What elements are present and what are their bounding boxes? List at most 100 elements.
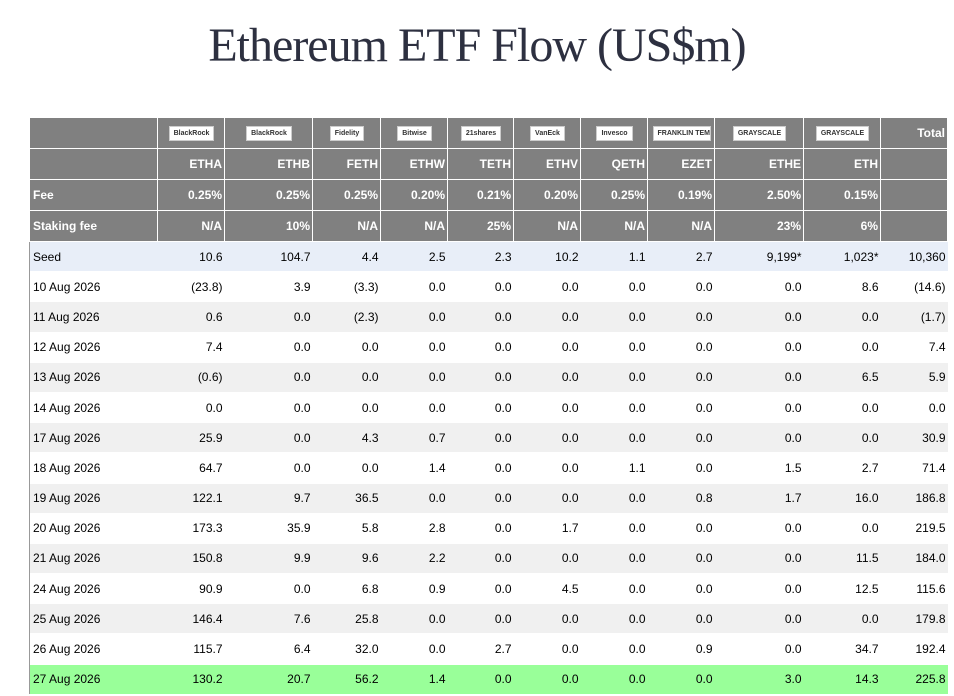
flow-cell: 25.8 xyxy=(312,603,381,634)
flow-cell: 0.0 xyxy=(447,482,514,514)
flow-cell: 219.5 xyxy=(880,512,948,544)
header-cell: Fee xyxy=(29,179,158,211)
flow-cell: 56.2 xyxy=(312,663,381,694)
header-cell: N/A xyxy=(380,210,448,242)
flow-cell: 0.0 xyxy=(312,361,381,393)
flow-cell: 0.0 xyxy=(580,512,648,544)
flow-cell: 0.0 xyxy=(447,301,514,333)
flow-cell: 0.0 xyxy=(447,542,514,574)
header-cell xyxy=(29,117,158,149)
flow-cell: 0.0 xyxy=(580,361,648,393)
header-cell: TETH xyxy=(447,148,514,180)
flow-cell: 4.4 xyxy=(312,240,381,272)
flow-cell: 16.0 xyxy=(803,482,881,514)
flow-cell: 0.0 xyxy=(224,331,313,363)
flow-cell: 184.0 xyxy=(880,542,948,574)
data-row: 18 Aug 2026 64.7 0.0 0.0 1.4 0.0 0.0 1.1 0.0 1.5 2… xyxy=(29,452,948,483)
header-row: BlackRock BlackRock Fidelity Bitwise 21share… xyxy=(29,117,948,149)
flow-cell: 0.0 xyxy=(647,301,715,333)
flow-cell: 179.8 xyxy=(880,603,948,634)
flow-cell: 0.0 xyxy=(647,512,715,544)
flow-cell: 0.0 xyxy=(580,422,648,453)
header-cell xyxy=(880,210,948,242)
flow-cell: 71.4 xyxy=(880,452,948,483)
flow-cell: 0.0 xyxy=(580,391,648,423)
flow-cell: 0.0 xyxy=(803,331,881,363)
flow-cell: 0.0 xyxy=(647,271,715,302)
flow-cell: 0.0 xyxy=(312,331,381,363)
header-cell xyxy=(880,148,948,180)
flow-cell: 0.0 xyxy=(513,331,581,363)
header-cell: ETHV xyxy=(513,148,581,180)
flow-cell: 2.7 xyxy=(803,452,881,483)
flow-cell: 6.5 xyxy=(803,361,881,393)
header-cell: 0.25% xyxy=(312,179,381,211)
flow-cell: 0.0 xyxy=(647,603,715,634)
flow-cell: 0.0 xyxy=(803,603,881,634)
flow-cell: 0.0 xyxy=(647,573,715,604)
flow-cell: 0.0 xyxy=(513,663,581,694)
flow-cell: 1.4 xyxy=(380,452,448,483)
flow-cell: 0.0 xyxy=(380,331,448,363)
flow-cell: 0.0 xyxy=(380,482,448,514)
row-label: 17 Aug 2026 xyxy=(29,422,158,453)
row-label: 19 Aug 2026 xyxy=(29,482,158,514)
row-label: 25 Aug 2026 xyxy=(29,603,158,634)
row-label: 12 Aug 2026 xyxy=(29,331,158,363)
flow-cell: 0.0 xyxy=(224,391,313,423)
flow-cell: 9.6 xyxy=(312,542,381,574)
flow-cell: 10.2 xyxy=(513,240,581,272)
header-cell: N/A xyxy=(513,210,581,242)
flow-cell: 1.5 xyxy=(714,452,804,483)
flow-cell: 0.0 xyxy=(647,542,715,574)
flow-cell: 5.8 xyxy=(312,512,381,544)
header-cell: 2.50% xyxy=(714,179,804,211)
header-cell: 0.25% xyxy=(157,179,225,211)
flow-cell: (23.8) xyxy=(157,271,225,302)
flow-cell: 0.0 xyxy=(447,663,514,694)
flow-cell: 0.0 xyxy=(513,422,581,453)
data-row: 11 Aug 2026 0.6 0.0 (2.3) 0.0 0.0 0.0 0.0 0.0 0.0… xyxy=(29,301,948,333)
flow-cell: 36.5 xyxy=(312,482,381,514)
flow-cell: 3.0 xyxy=(714,663,804,694)
flow-cell: (0.6) xyxy=(157,361,225,393)
header-cell xyxy=(880,179,948,211)
flow-cell: 0.0 xyxy=(714,301,804,333)
flow-cell: 0.9 xyxy=(380,573,448,604)
flow-cell: 0.0 xyxy=(447,512,514,544)
flow-cell: (2.3) xyxy=(312,301,381,333)
flow-cell: 0.0 xyxy=(513,482,581,514)
flow-cell: 0.0 xyxy=(580,271,648,302)
flow-cell: 0.0 xyxy=(580,482,648,514)
header-cell: N/A xyxy=(580,210,648,242)
row-label: 14 Aug 2026 xyxy=(29,391,158,423)
flow-cell: 0.0 xyxy=(380,391,448,423)
flow-cell: 6.8 xyxy=(312,573,381,604)
header-cell: GRAYSCALE xyxy=(803,117,881,149)
flow-cell: 0.0 xyxy=(647,663,715,694)
flow-cell: 0.0 xyxy=(513,452,581,483)
data-row: 24 Aug 2026 90.9 0.0 6.8 0.9 0.0 4.5 0.0 0.0 0.0 1… xyxy=(29,573,948,604)
flow-cell: 0.0 xyxy=(224,361,313,393)
flow-cell: 0.0 xyxy=(513,301,581,333)
flow-cell: 20.7 xyxy=(224,663,313,694)
header-cell: 0.19% xyxy=(647,179,715,211)
flow-cell: 0.0 xyxy=(647,422,715,453)
header-cell: ETH xyxy=(803,148,881,180)
data-row: 14 Aug 2026 0.0 0.0 0.0 0.0 0.0 0.0 0.0 0.0 0.0 0.… xyxy=(29,391,948,423)
flow-cell: 0.6 xyxy=(157,301,225,333)
flow-cell: 0.0 xyxy=(714,391,804,423)
header-cell: VanEck xyxy=(513,117,581,149)
flow-cell: 30.9 xyxy=(880,422,948,453)
header-cell: N/A xyxy=(157,210,225,242)
flow-cell: 0.0 xyxy=(714,512,804,544)
header-cell: BlackRock xyxy=(157,117,225,149)
header-cell: ETHE xyxy=(714,148,804,180)
table-body: BlackRock BlackRock Fidelity Bitwise 21share… xyxy=(29,117,948,694)
flow-cell: 7.4 xyxy=(157,331,225,363)
row-label: 10 Aug 2026 xyxy=(29,271,158,302)
header-cell: 21shares xyxy=(447,117,514,149)
flow-cell: 0.0 xyxy=(714,542,804,574)
flow-cell: 0.0 xyxy=(580,331,648,363)
